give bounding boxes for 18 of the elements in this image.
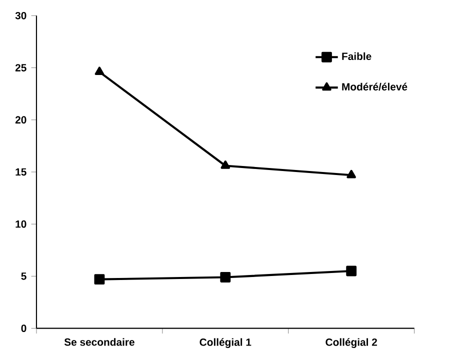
y-tick-label: 5 [21, 272, 26, 280]
x-tick-label: Collégial 2 [326, 338, 377, 348]
point [220, 272, 231, 282]
y-tick-label: 20 [15, 116, 26, 124]
y-tick-label: 25 [15, 64, 26, 72]
point [94, 274, 105, 285]
legend-label: Faible [342, 52, 372, 60]
y-tick-label: 0 [21, 324, 26, 332]
y-tick-label: 10 [16, 220, 26, 228]
point [346, 170, 356, 178]
legend-label: Modéré/élevé [342, 82, 408, 91]
point [346, 266, 357, 276]
point [94, 66, 104, 76]
y-tick-label: 15 [16, 168, 26, 176]
point [220, 160, 230, 169]
y-tick-label: 30 [15, 12, 26, 20]
x-tick-label: Collégial 1 [200, 338, 252, 348]
x-tick-label: Se secondaire [64, 338, 134, 346]
